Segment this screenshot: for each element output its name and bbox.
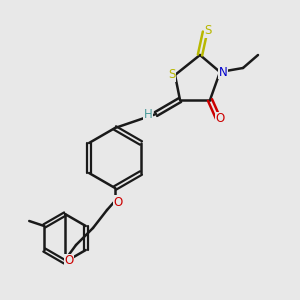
Text: H: H	[144, 109, 152, 122]
Text: N: N	[219, 65, 227, 79]
Text: S: S	[204, 25, 212, 38]
Text: S: S	[168, 68, 176, 82]
Text: O: O	[64, 254, 74, 268]
Text: O: O	[215, 112, 225, 125]
Text: O: O	[113, 196, 123, 208]
